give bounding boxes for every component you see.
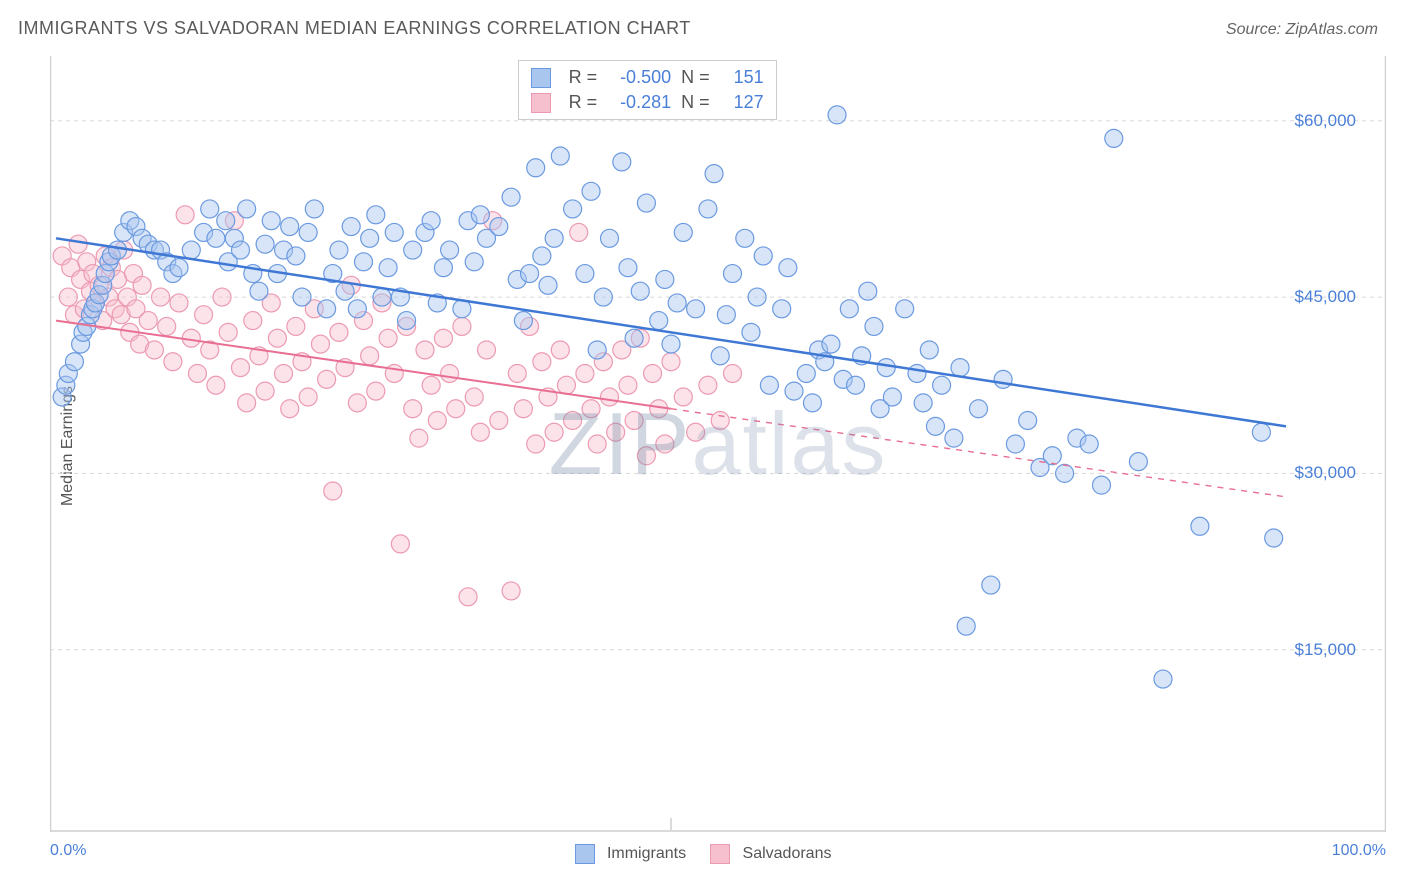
n-value: 127 bbox=[720, 92, 764, 113]
r-value: -0.500 bbox=[607, 67, 671, 88]
legend-item-salvadorans: Salvadorans bbox=[710, 844, 831, 864]
chart-container: IMMIGRANTS VS SALVADORAN MEDIAN EARNINGS… bbox=[0, 0, 1406, 892]
y-tick-label: $45,000 bbox=[1295, 287, 1356, 307]
source-label: Source: ZipAtlas.com bbox=[1226, 21, 1378, 39]
chart-svg bbox=[50, 56, 1386, 832]
n-label: N = bbox=[681, 92, 710, 113]
header-row: IMMIGRANTS VS SALVADORAN MEDIAN EARNINGS… bbox=[0, 0, 1406, 47]
y-tick-label: $15,000 bbox=[1295, 640, 1356, 660]
n-label: N = bbox=[681, 67, 710, 88]
r-value: -0.281 bbox=[607, 92, 671, 113]
legend-swatch-immigrants bbox=[575, 844, 595, 864]
legend-item-immigrants: Immigrants bbox=[575, 844, 687, 864]
legend-swatch-icon bbox=[531, 68, 551, 88]
correlation-legend-row: R = -0.500 N = 151 bbox=[531, 67, 764, 88]
r-label: R = bbox=[569, 92, 598, 113]
r-label: R = bbox=[569, 67, 598, 88]
legend-swatch-salvadorans bbox=[710, 844, 730, 864]
legend-label-salvadorans: Salvadorans bbox=[743, 845, 832, 862]
chart-title: IMMIGRANTS VS SALVADORAN MEDIAN EARNINGS… bbox=[18, 18, 691, 39]
y-tick-label: $60,000 bbox=[1295, 111, 1356, 131]
correlation-legend-row: R = -0.281 N = 127 bbox=[531, 92, 764, 113]
chart-area: ZIPatlas R =-0.500N =151R =-0.281N =127 … bbox=[50, 56, 1386, 832]
y-tick-label: $30,000 bbox=[1295, 463, 1356, 483]
legend-label-immigrants: Immigrants bbox=[607, 845, 686, 862]
n-value: 151 bbox=[720, 67, 764, 88]
legend-swatch-icon bbox=[531, 93, 551, 113]
series-legend: Immigrants Salvadorans bbox=[0, 844, 1406, 864]
correlation-legend: R = -0.500 N = 151 R = -0.281 N = 127 bbox=[518, 60, 777, 120]
